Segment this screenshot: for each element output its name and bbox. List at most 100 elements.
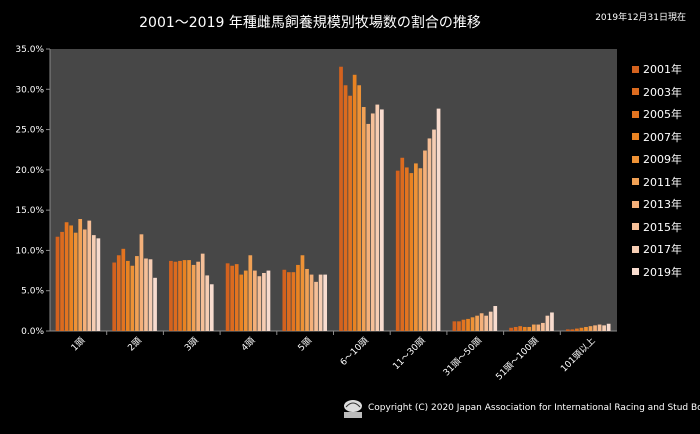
bar	[531, 324, 536, 331]
bar	[466, 318, 470, 331]
bar	[82, 229, 87, 331]
bar	[182, 260, 187, 331]
legend-item: 2015年	[632, 216, 698, 239]
legend-swatch	[632, 65, 639, 73]
bar	[91, 235, 96, 331]
bar	[73, 232, 78, 331]
bar	[588, 326, 593, 331]
date-note: 2019年12月31日現在	[595, 13, 686, 23]
bar	[187, 260, 191, 331]
bar	[541, 322, 545, 331]
legend-label: 2011年	[643, 175, 682, 189]
jairs-logo	[344, 400, 362, 418]
bar	[225, 263, 230, 331]
bar	[436, 108, 441, 332]
y-tick-label: 35.0%	[15, 45, 44, 55]
bar	[121, 248, 126, 331]
x-category-label: 1頭	[69, 335, 87, 353]
bar	[404, 167, 409, 331]
legend-swatch	[632, 110, 639, 118]
x-category-label: 5頭	[296, 335, 314, 353]
legend-swatch	[632, 245, 639, 253]
chart-title: 2001～2019 年種雌馬飼養規模別牧場数の割合の推移	[139, 15, 481, 31]
bar	[414, 163, 418, 331]
bar	[597, 324, 602, 331]
bar	[205, 275, 210, 331]
x-category-label: 6～10頭	[338, 335, 371, 368]
bar	[584, 326, 588, 331]
bar	[60, 231, 64, 331]
legend-label: 2015年	[643, 220, 682, 234]
bar	[209, 284, 214, 331]
legend-label: 2019年	[643, 265, 682, 279]
bar	[370, 113, 375, 332]
bar	[479, 313, 484, 331]
bar	[169, 260, 173, 331]
bar	[239, 274, 244, 331]
x-category-label: 101頭以上	[559, 335, 598, 374]
bar	[266, 270, 271, 331]
bar	[243, 270, 248, 331]
legend-swatch	[632, 178, 639, 186]
legend-item: 2011年	[632, 171, 698, 194]
x-category-label: 4頭	[239, 335, 257, 353]
bar	[488, 311, 493, 331]
bar	[78, 219, 83, 331]
bar	[579, 327, 584, 331]
bar	[116, 255, 121, 331]
bar	[173, 261, 178, 331]
bar	[606, 323, 611, 331]
bar	[457, 321, 461, 331]
bar	[379, 109, 384, 332]
y-tick-label: 20.0%	[15, 166, 44, 176]
copyright-text: Copyright (C) 2020 Japan Association for…	[368, 403, 700, 413]
bar	[400, 157, 405, 331]
bar	[565, 329, 570, 331]
legend-label: 2017年	[643, 243, 682, 257]
bar	[343, 85, 348, 331]
bar	[55, 236, 60, 331]
bar	[287, 272, 291, 331]
bar	[252, 270, 257, 331]
y-tick-label: 5.0%	[21, 287, 44, 297]
x-category-label: 3頭	[182, 335, 200, 353]
bar	[282, 269, 287, 331]
bar	[305, 268, 309, 331]
bar	[536, 324, 541, 331]
x-category-label: 11～30頭	[391, 335, 428, 372]
legend-swatch	[632, 155, 639, 163]
bar	[545, 315, 550, 331]
bar	[257, 276, 262, 331]
legend-swatch	[632, 88, 639, 96]
x-category-label: 2頭	[126, 335, 144, 353]
legend-item: 2017年	[632, 238, 698, 261]
bar	[148, 259, 153, 331]
bar	[470, 317, 475, 331]
bar	[130, 265, 135, 331]
bar	[493, 306, 498, 331]
bar	[144, 258, 148, 331]
bar	[230, 265, 235, 331]
bar	[575, 328, 579, 331]
legend-swatch	[632, 133, 639, 141]
legend-item: 2001年	[632, 58, 698, 81]
legend-label: 2007年	[643, 130, 682, 144]
bar	[262, 272, 266, 331]
legend-item: 2013年	[632, 193, 698, 216]
y-tick-label: 0.0%	[21, 327, 44, 337]
bar	[513, 326, 518, 331]
bar	[125, 260, 130, 331]
bar	[509, 327, 513, 331]
bar	[296, 264, 300, 331]
x-category-label: 31頭～50頭	[441, 335, 484, 378]
legend-item: 2005年	[632, 103, 698, 126]
bar	[375, 104, 380, 331]
bar	[300, 255, 305, 331]
bar	[570, 329, 575, 331]
y-tick-label: 15.0%	[15, 206, 44, 216]
legend-label: 2003年	[643, 85, 682, 99]
bar	[348, 95, 352, 331]
bar	[96, 238, 101, 331]
bar	[87, 220, 92, 331]
